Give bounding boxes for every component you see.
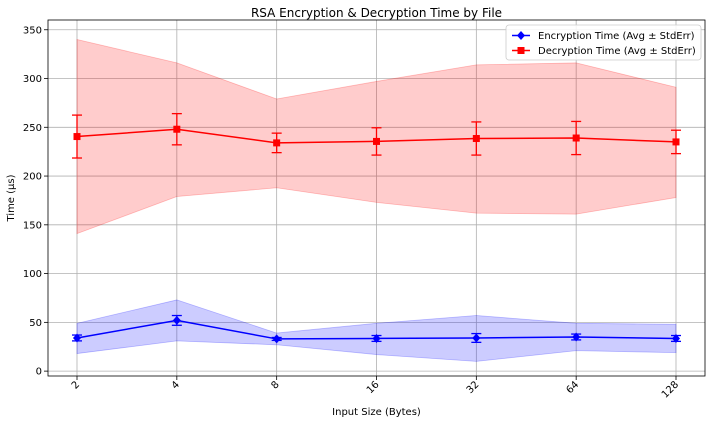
y-tick-label: 50 (29, 318, 42, 329)
x-tick-label: 128 (660, 379, 681, 400)
series-layer (72, 112, 681, 344)
legend-decryption-marker (517, 47, 525, 54)
series-0-point (472, 333, 481, 343)
x-tick-label: 2 (70, 379, 82, 391)
legend-encryption-marker (517, 31, 525, 40)
series-0-point (272, 334, 281, 344)
series-1-point (173, 125, 181, 133)
series-1-point (572, 134, 580, 142)
series-0-point (73, 333, 81, 343)
series-1-point (672, 138, 680, 146)
y-tick-label: 350 (23, 25, 42, 36)
x-tick-label: 16 (365, 379, 382, 396)
y-tick-label: 100 (23, 269, 42, 280)
series-0-point (672, 333, 680, 343)
series-0-band (76, 299, 677, 362)
y-tick-label: 150 (23, 220, 42, 231)
axis-layer: 0 50 100 150 200 250 300 350 2 4 8 16 32 64 128 (23, 25, 681, 400)
series-1-point (73, 133, 81, 141)
y-tick-label: 200 (23, 172, 42, 183)
x-tick-label: 32 (465, 379, 482, 396)
x-tick-label: 8 (270, 379, 282, 391)
series-1-point (273, 139, 281, 147)
x-axis-label: Input Size (Bytes) (332, 407, 421, 418)
x-tick-label: 4 (170, 379, 182, 391)
legend: Encryption Time (Avg ± StdErr) Decryptio… (505, 24, 702, 61)
legend-box (505, 24, 702, 61)
series-0-point (572, 332, 581, 342)
legend-encryption-label: Encryption Time (Avg ± StdErr) (538, 31, 695, 42)
chart-title: RSA Encryption & Decryption Time by File (251, 6, 502, 20)
series-1-point (373, 137, 380, 145)
series-1-point (472, 135, 480, 143)
legend-decryption-label: Decryption Time (Avg ± StdErr) (538, 46, 696, 57)
series-0-point (172, 315, 181, 325)
y-tick-label: 0 (36, 367, 42, 378)
y-tick-label: 250 (23, 123, 42, 134)
y-axis-label: Time (µs) (6, 174, 17, 222)
series-0-point (372, 333, 381, 343)
y-tick-label: 300 (23, 74, 42, 85)
x-tick-label: 64 (565, 379, 582, 396)
